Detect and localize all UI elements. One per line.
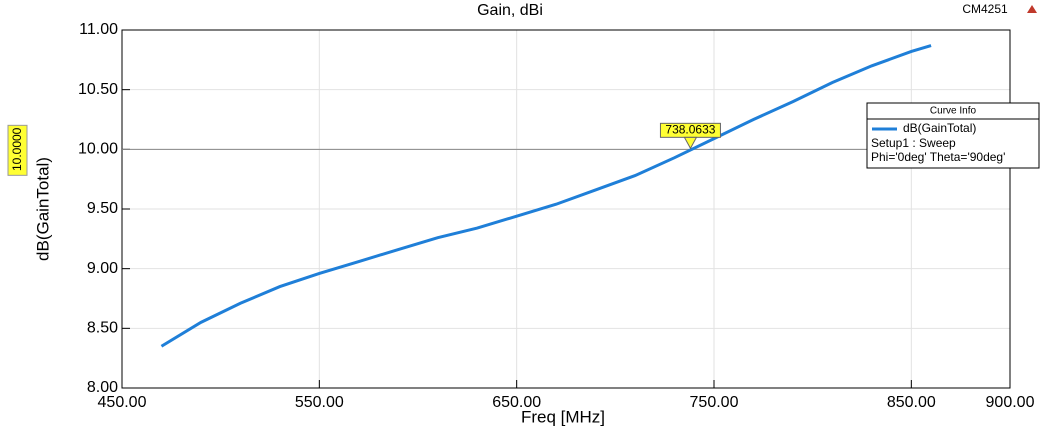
- corner-label: CM4251: [962, 2, 1008, 16]
- legend-title: Curve Info: [930, 106, 977, 117]
- chart-title: Gain, dBi: [477, 2, 543, 19]
- marker-x-label: 738.0633: [665, 123, 715, 137]
- y-tick-label: 8.50: [87, 320, 118, 337]
- legend-line: Setup1 : Sweep: [871, 136, 956, 150]
- marker-y-box: [7, 124, 28, 176]
- icon: [1027, 5, 1037, 13]
- x-tick-label: 450.00: [98, 394, 147, 411]
- y-tick-label: 10.00: [78, 141, 118, 158]
- x-tick-label: 550.00: [295, 394, 344, 411]
- y-tick-label: 9.00: [87, 260, 118, 277]
- line: [160, 44, 932, 348]
- y-tick-label: 9.50: [87, 200, 118, 217]
- x-tick-label: 850.00: [887, 394, 936, 411]
- y-tick-label: 10.50: [78, 81, 118, 98]
- x-tick-label: 650.00: [492, 394, 541, 411]
- legend-line: Phi='0deg' Theta='90deg': [871, 150, 1005, 164]
- y-tick-label: 8.00: [87, 379, 118, 396]
- marker-y-label: 10.0000: [10, 127, 24, 171]
- x-axis-label: Freq [MHz]: [521, 407, 605, 426]
- marker-x-pointer: [683, 136, 698, 150]
- plot-frame: [121, 29, 1011, 389]
- x-tick-label: 900.00: [986, 394, 1035, 411]
- y-tick-label: 11.00: [79, 21, 118, 38]
- y-axis-label: dB(GainTotal): [33, 157, 52, 261]
- legend-box: [866, 102, 1040, 169]
- x-tick-label: 750.00: [690, 394, 739, 411]
- legend-entry: dB(GainTotal): [903, 121, 976, 135]
